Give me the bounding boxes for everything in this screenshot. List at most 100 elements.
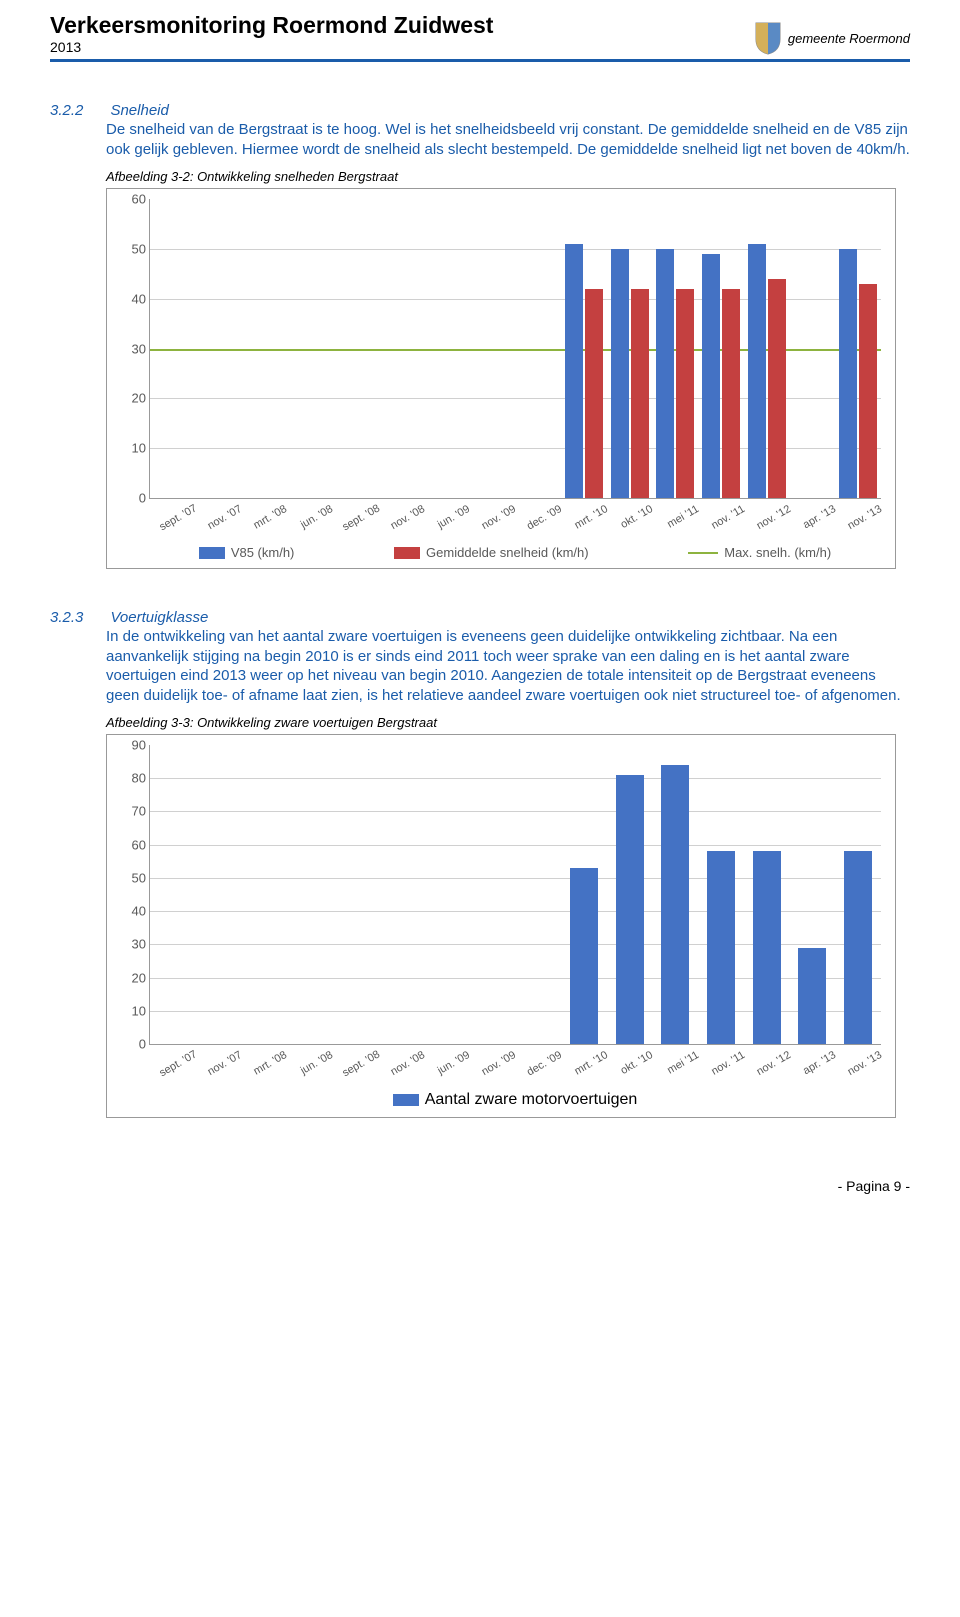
swatch-icon [394, 547, 420, 559]
bar-slot [610, 199, 650, 498]
section-322: 3.2.2 Snelheid De snelheid van de Bergst… [50, 102, 910, 569]
bar-slot [473, 745, 513, 1044]
section-body: In de ontwikkeling van het aantal zware … [106, 627, 910, 705]
bar-slot [747, 199, 787, 498]
bar-gem [768, 279, 786, 498]
chart-xlabels: sept. '07nov. '07mrt. '08jun. '08sept. '… [149, 503, 881, 515]
x-tick-label: okt. '10 [615, 503, 656, 533]
bar-slot [747, 745, 787, 1044]
x-tick-label: nov. '09 [477, 1049, 518, 1079]
page-header: Verkeersmonitoring Roermond Zuidwest 201… [50, 0, 910, 62]
municipality-logo: gemeente Roermond [754, 21, 910, 55]
y-tick-label: 30 [120, 937, 146, 952]
bar-v85 [565, 244, 583, 498]
bar-slot [838, 745, 878, 1044]
bar-gem [631, 289, 649, 498]
y-tick-label: 20 [120, 391, 146, 406]
bar-slot [290, 199, 330, 498]
x-tick-label: nov. '08 [386, 503, 427, 533]
x-tick-label: apr. '13 [798, 503, 839, 533]
bar-row [150, 199, 881, 498]
chart-xlabels: sept. '07nov. '07mrt. '08jun. '08sept. '… [149, 1049, 881, 1061]
legend-label: Max. snelh. (km/h) [724, 545, 831, 560]
bar [844, 851, 872, 1044]
x-tick-label: jun. '09 [432, 503, 473, 533]
bar-slot [381, 745, 421, 1044]
x-tick-label: jun. '09 [432, 1049, 473, 1079]
x-tick-label: mrt. '10 [569, 1049, 610, 1079]
section-number: 3.2.2 [50, 102, 106, 119]
x-tick-label: mrt. '08 [249, 503, 290, 533]
legend-gem: Gemiddelde snelheid (km/h) [394, 545, 589, 560]
bar-slot [473, 199, 513, 498]
bar-slot [701, 745, 741, 1044]
bar [798, 948, 826, 1044]
bar-v85 [656, 249, 674, 498]
bar [661, 765, 689, 1044]
swatch-icon [393, 1094, 419, 1106]
x-tick-label: nov. '08 [386, 1049, 427, 1079]
bar-slot [244, 199, 284, 498]
x-tick-label: sept. '07 [157, 503, 198, 533]
x-tick-label: jun. '08 [294, 1049, 335, 1079]
bar-slot [792, 199, 832, 498]
x-tick-label: jun. '08 [294, 503, 335, 533]
bar-gem [676, 289, 694, 498]
bar [570, 868, 598, 1044]
bar-slot [199, 199, 239, 498]
section-number: 3.2.3 [50, 609, 106, 626]
x-tick-label: nov. '11 [706, 1049, 747, 1079]
y-tick-label: 60 [120, 837, 146, 852]
bar-v85 [839, 249, 857, 498]
section-323: 3.2.3 Voertuigklasse In de ontwikkeling … [50, 609, 910, 1118]
legend-label: Aantal zware motorvoertuigen [425, 1091, 638, 1109]
bar-slot [427, 745, 467, 1044]
legend-label: Gemiddelde snelheid (km/h) [426, 545, 589, 560]
x-tick-label: mei '11 [660, 503, 701, 533]
x-tick-label: nov. '13 [843, 503, 884, 533]
x-tick-label: okt. '10 [615, 1049, 656, 1079]
bar-slot [153, 199, 193, 498]
x-tick-label: nov. '07 [203, 1049, 244, 1079]
bar-v85 [702, 254, 720, 498]
legend-label: V85 (km/h) [231, 545, 295, 560]
bar-v85 [748, 244, 766, 498]
section-title: Voertuigklasse [110, 609, 208, 626]
bar-gem [722, 289, 740, 498]
bar-slot [655, 199, 695, 498]
legend-v85: V85 (km/h) [199, 545, 295, 560]
section-title: Snelheid [110, 102, 168, 119]
x-tick-label: mei '11 [660, 1049, 701, 1079]
bar [707, 851, 735, 1044]
bar-slot [564, 745, 604, 1044]
bar-slot [518, 745, 558, 1044]
section-heading: 3.2.2 Snelheid [50, 102, 910, 120]
y-tick-label: 80 [120, 771, 146, 786]
bar-slot [655, 745, 695, 1044]
logo-text: gemeente Roermond [788, 31, 910, 46]
line-swatch-icon [688, 552, 718, 554]
bar-slot [381, 199, 421, 498]
y-tick-label: 90 [120, 738, 146, 753]
y-tick-label: 60 [120, 192, 146, 207]
x-tick-label: dec. '09 [523, 503, 564, 533]
bar [616, 775, 644, 1044]
y-tick-label: 40 [120, 904, 146, 919]
x-tick-label: nov. '12 [752, 503, 793, 533]
bar-row [150, 745, 881, 1044]
x-tick-label: mrt. '08 [249, 1049, 290, 1079]
section-body: De snelheid van de Bergstraat is te hoog… [106, 120, 910, 159]
y-tick-label: 0 [120, 491, 146, 506]
header-left: Verkeersmonitoring Roermond Zuidwest 201… [50, 12, 493, 55]
y-tick-label: 20 [120, 970, 146, 985]
bar-slot [564, 199, 604, 498]
bar-gem [585, 289, 603, 498]
x-tick-label: sept. '07 [157, 1049, 198, 1079]
y-tick-label: 70 [120, 804, 146, 819]
legend-max: Max. snelh. (km/h) [688, 545, 831, 560]
chart-plot-area: 0102030405060 [149, 199, 881, 499]
x-tick-label: nov. '13 [843, 1049, 884, 1079]
bar-slot [838, 199, 878, 498]
bar-slot [199, 745, 239, 1044]
y-tick-label: 30 [120, 341, 146, 356]
